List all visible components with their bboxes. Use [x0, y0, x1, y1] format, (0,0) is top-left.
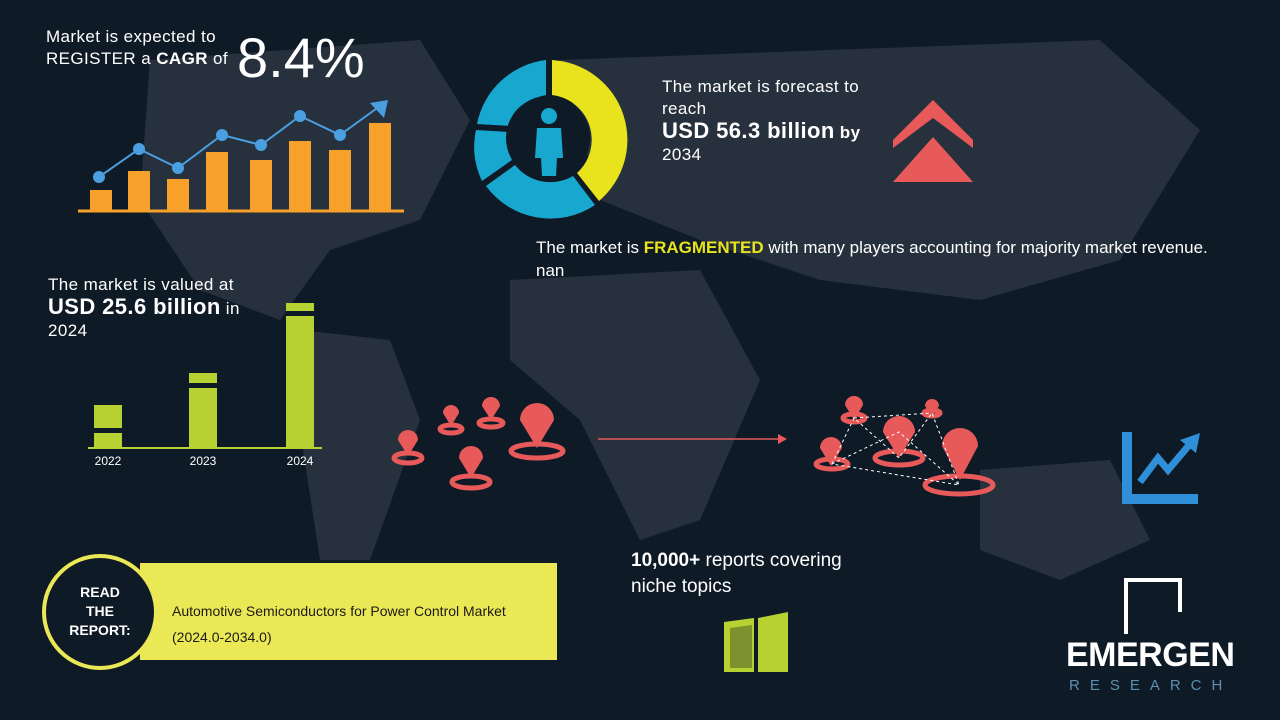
text: of	[213, 49, 228, 68]
icon-bar	[167, 179, 189, 210]
arrow-head	[778, 434, 787, 444]
donut-blue	[474, 130, 512, 181]
map-africa	[510, 270, 760, 540]
text: Market is expected to	[46, 27, 216, 46]
donut-yellow	[552, 60, 628, 201]
trend-icon	[1122, 432, 1200, 504]
valuation-bars	[88, 303, 322, 449]
icon-bar	[90, 190, 112, 210]
text: The market is valued at	[48, 275, 234, 294]
year-bar	[94, 405, 122, 448]
bar-gap	[94, 428, 122, 433]
valuation-block: The market is valued at USD 25.6 billion…	[48, 274, 240, 342]
report-circle	[42, 554, 158, 670]
icon-dots	[93, 110, 346, 183]
book-icon	[724, 612, 788, 672]
text: CAGR	[156, 49, 208, 68]
bar-gap	[189, 383, 217, 388]
cagr-value: 8.4%	[237, 26, 365, 89]
text: The market is	[536, 238, 639, 257]
person-body	[535, 128, 563, 176]
icon-bar	[289, 141, 311, 210]
text: 10,000+	[631, 550, 701, 571]
brand-name: EMERGEN	[1066, 636, 1235, 674]
year-label: 2022	[94, 454, 122, 468]
logo-mark	[1124, 578, 1182, 634]
chevron-up	[893, 100, 973, 148]
brand-tagline: RESEARCH	[1069, 677, 1233, 694]
report-cta[interactable]: READ THE REPORT:	[69, 584, 131, 638]
map-south-america	[300, 330, 420, 560]
map-eurasia	[560, 40, 1200, 300]
world-map	[140, 40, 1200, 580]
valuation-value: USD 25.6 billion	[48, 294, 221, 319]
text: 2034	[662, 145, 702, 164]
icon-bar	[369, 123, 391, 210]
text: REGISTER a	[46, 49, 152, 68]
bar-gap	[286, 311, 314, 316]
map-australia	[980, 460, 1150, 580]
text: reports covering niche topics	[631, 550, 842, 597]
year-label: 2023	[189, 454, 217, 468]
text: FRAGMENTED	[643, 238, 764, 257]
report-banner	[140, 563, 557, 660]
icon-bar	[206, 152, 228, 210]
pins-right	[813, 407, 996, 497]
year-bar	[286, 303, 314, 448]
icon-bar	[128, 171, 150, 210]
donut-icon	[474, 60, 628, 219]
year-label: 2024	[286, 454, 314, 468]
pin-network	[831, 411, 960, 486]
text: by	[839, 123, 861, 142]
forecast-block: The market is forecast to reach USD 56.3…	[662, 76, 902, 166]
icon-arrowhead	[370, 100, 388, 118]
reports-count: 10,000+ reports covering niche topics	[631, 548, 871, 600]
forecast-value: USD 56.3 billion	[662, 118, 835, 143]
person-head	[541, 108, 557, 124]
fragmentation-block: The market is FRAGMENTED with many playe…	[536, 236, 1226, 282]
icon-bar	[250, 160, 272, 210]
icon-bar	[329, 150, 351, 210]
text: The market is forecast to reach	[662, 77, 860, 118]
chevron-up	[893, 137, 973, 182]
icon-line	[98, 105, 381, 178]
text: with many players accounting for majorit…	[536, 238, 1208, 280]
cagr-block: Market is expected to REGISTER a CAGR of	[46, 26, 228, 70]
growth-chart-icon	[78, 100, 404, 213]
donut-blue	[486, 165, 595, 219]
text: in	[225, 299, 240, 318]
report-title[interactable]: Automotive Semiconductors for Power Cont…	[172, 603, 506, 645]
donut-blue	[477, 60, 546, 126]
text: 2024	[48, 321, 88, 340]
pin-heads	[398, 396, 978, 480]
